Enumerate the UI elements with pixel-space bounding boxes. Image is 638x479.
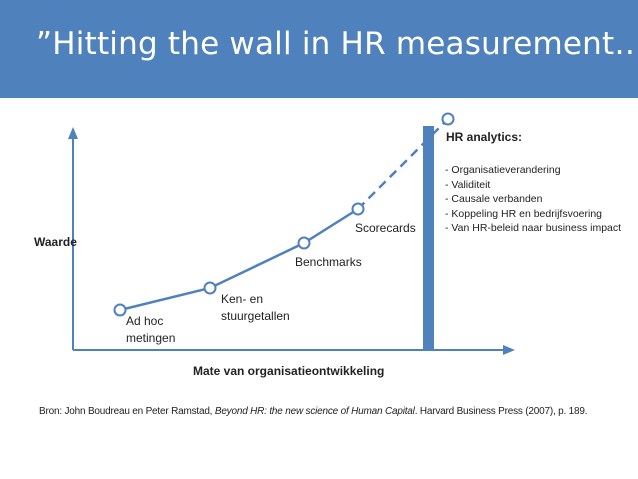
source-citation: Bron: John Boudreau en Peter Ramstad, Be… [39, 406, 588, 417]
slide-title: ”Hitting the wall in HR measurement…” [36, 26, 638, 62]
source-book-title: Beyond HR: the new science of Human Capi… [214, 406, 415, 417]
y-axis-label: Waarde [34, 235, 77, 249]
hr-analytics-dashed-line [357, 118, 449, 210]
hr-analytics-list: - Organisatieverandering - Validiteit - … [445, 163, 621, 236]
list-item: - Koppeling HR en bedrijfsvoering [445, 207, 603, 220]
hr-analytics-heading: HR analytics: [446, 130, 523, 144]
marker-scorecards [351, 202, 365, 216]
source-prefix: Bron: John Boudreau en Peter Ramstad, [39, 406, 215, 417]
marker-ad-hoc [113, 303, 127, 317]
stage-label-line: metingen [126, 331, 176, 345]
list-item: - Causale verbanden [445, 193, 543, 205]
marker-hr-analytics [441, 112, 455, 126]
hr-wall [423, 126, 434, 350]
stage-label-ken-en-stuurgetallen: Ken- en stuurgetallen [221, 291, 290, 325]
x-axis-arrow [503, 345, 515, 355]
list-item: - Validiteit [445, 178, 491, 191]
stage-label-scorecards: Scorecards [355, 221, 416, 235]
x-axis-label: Mate van organisatieontwikkeling [193, 364, 385, 378]
stage-label-line: Ad hoc [126, 314, 164, 328]
title-bar: ”Hitting the wall in HR measurement…” [0, 0, 638, 98]
stage-label-line: Ken- en [221, 292, 264, 306]
list-item: - Van HR-beleid naar business impact [445, 222, 622, 234]
list-item: - Organisatieverandering [445, 164, 561, 176]
stage-label-line: stuurgetallen [221, 309, 290, 323]
stage-label-benchmarks: Benchmarks [295, 255, 362, 269]
marker-ken-en-stuurgetallen [203, 281, 217, 295]
progress-line [119, 207, 359, 312]
y-axis-arrow [68, 127, 78, 139]
stage-label-ad-hoc: Ad hoc metingen [126, 313, 175, 347]
marker-benchmarks [297, 236, 311, 250]
source-suffix: . Harvard Business Press (2007), p. 189. [414, 406, 588, 417]
